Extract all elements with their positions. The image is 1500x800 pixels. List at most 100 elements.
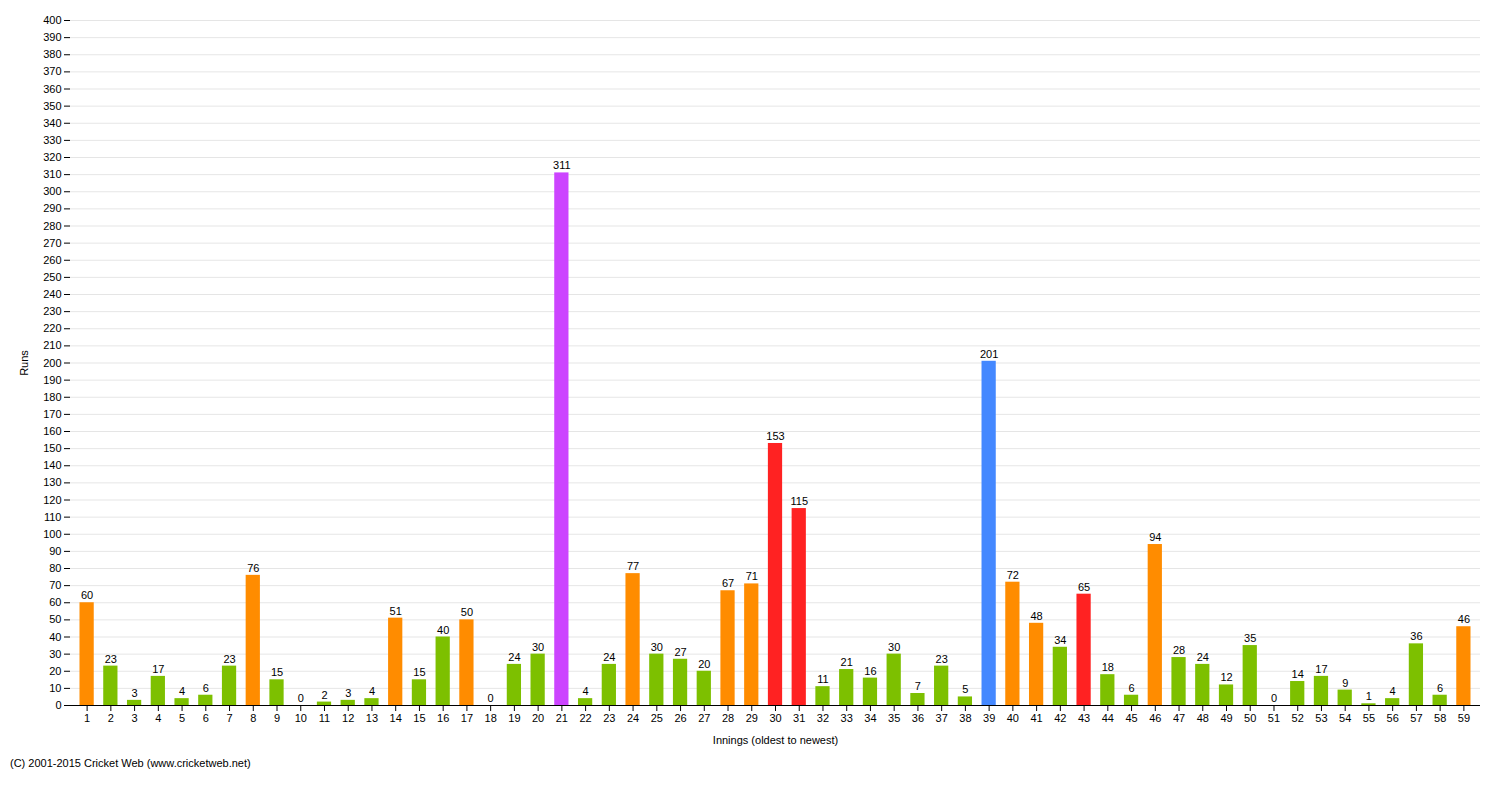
svg-text:280: 280 — [43, 220, 61, 232]
svg-text:43: 43 — [1078, 712, 1090, 724]
svg-text:17: 17 — [461, 712, 473, 724]
svg-text:40: 40 — [1007, 712, 1019, 724]
svg-text:160: 160 — [43, 425, 61, 437]
svg-text:25: 25 — [651, 712, 663, 724]
svg-text:6: 6 — [1437, 682, 1443, 694]
svg-text:51: 51 — [1268, 712, 1280, 724]
svg-text:59: 59 — [1458, 712, 1470, 724]
svg-text:45: 45 — [1125, 712, 1137, 724]
svg-text:0: 0 — [55, 699, 61, 711]
svg-text:28: 28 — [1173, 644, 1185, 656]
svg-text:72: 72 — [1007, 569, 1019, 581]
svg-text:39: 39 — [983, 712, 995, 724]
svg-text:2: 2 — [321, 689, 327, 701]
svg-text:60: 60 — [81, 589, 93, 601]
svg-text:0: 0 — [1271, 692, 1277, 704]
svg-text:38: 38 — [959, 712, 971, 724]
svg-text:30: 30 — [651, 641, 663, 653]
svg-text:14: 14 — [1292, 668, 1304, 680]
svg-text:47: 47 — [1173, 712, 1185, 724]
svg-text:230: 230 — [43, 305, 61, 317]
svg-text:380: 380 — [43, 48, 61, 60]
svg-text:16: 16 — [437, 712, 449, 724]
svg-text:1: 1 — [84, 712, 90, 724]
svg-text:Innings (oldest to newest): Innings (oldest to newest) — [713, 734, 838, 746]
svg-text:240: 240 — [43, 288, 61, 300]
svg-text:12: 12 — [342, 712, 354, 724]
svg-text:77: 77 — [627, 560, 639, 572]
svg-text:15: 15 — [413, 712, 425, 724]
svg-text:10: 10 — [295, 712, 307, 724]
svg-text:3: 3 — [132, 687, 138, 699]
svg-text:35: 35 — [888, 712, 900, 724]
svg-text:400: 400 — [43, 14, 61, 26]
svg-text:310: 310 — [43, 168, 61, 180]
svg-text:340: 340 — [43, 117, 61, 129]
svg-text:30: 30 — [532, 641, 544, 653]
svg-text:4: 4 — [155, 712, 161, 724]
svg-text:13: 13 — [366, 712, 378, 724]
svg-text:49: 49 — [1220, 712, 1232, 724]
svg-text:40: 40 — [49, 631, 61, 643]
svg-text:46: 46 — [1149, 712, 1161, 724]
svg-text:37: 37 — [936, 712, 948, 724]
svg-text:4: 4 — [1390, 685, 1396, 697]
svg-text:30: 30 — [769, 712, 781, 724]
svg-text:4: 4 — [369, 685, 375, 697]
svg-text:54: 54 — [1339, 712, 1351, 724]
svg-text:10: 10 — [49, 682, 61, 694]
svg-text:120: 120 — [43, 494, 61, 506]
svg-text:36: 36 — [912, 712, 924, 724]
svg-text:17: 17 — [152, 663, 164, 675]
svg-text:3: 3 — [132, 712, 138, 724]
svg-text:6: 6 — [1128, 682, 1134, 694]
svg-text:100: 100 — [43, 528, 61, 540]
svg-text:52: 52 — [1292, 712, 1304, 724]
svg-text:3: 3 — [345, 687, 351, 699]
svg-text:24: 24 — [508, 651, 520, 663]
svg-text:26: 26 — [674, 712, 686, 724]
svg-text:12: 12 — [1220, 671, 1232, 683]
svg-text:6: 6 — [203, 712, 209, 724]
svg-text:23: 23 — [105, 653, 117, 665]
svg-text:23: 23 — [936, 653, 948, 665]
svg-text:22: 22 — [579, 712, 591, 724]
svg-text:23: 23 — [223, 653, 235, 665]
svg-text:4: 4 — [583, 685, 589, 697]
svg-text:270: 270 — [43, 237, 61, 249]
svg-text:180: 180 — [43, 391, 61, 403]
svg-text:311: 311 — [553, 159, 571, 171]
svg-text:201: 201 — [980, 348, 998, 360]
svg-text:27: 27 — [674, 646, 686, 658]
svg-text:40: 40 — [437, 624, 449, 636]
svg-text:110: 110 — [44, 511, 62, 523]
svg-text:6: 6 — [203, 682, 209, 694]
svg-text:Runs: Runs — [18, 350, 30, 376]
svg-text:360: 360 — [43, 83, 61, 95]
svg-text:94: 94 — [1149, 531, 1161, 543]
svg-text:370: 370 — [43, 65, 61, 77]
svg-text:19: 19 — [508, 712, 520, 724]
svg-text:24: 24 — [627, 712, 639, 724]
svg-text:30: 30 — [888, 641, 900, 653]
svg-text:65: 65 — [1078, 581, 1090, 593]
svg-text:11: 11 — [817, 673, 828, 685]
svg-text:1: 1 — [1366, 690, 1372, 702]
svg-text:153: 153 — [766, 430, 784, 442]
svg-text:36: 36 — [1410, 630, 1422, 642]
svg-text:20: 20 — [532, 712, 544, 724]
svg-text:15: 15 — [413, 666, 425, 678]
svg-text:90: 90 — [49, 545, 61, 557]
svg-text:220: 220 — [43, 322, 61, 334]
svg-text:71: 71 — [746, 570, 758, 582]
svg-text:4: 4 — [179, 685, 185, 697]
svg-text:58: 58 — [1434, 712, 1446, 724]
svg-text:50: 50 — [461, 606, 473, 618]
svg-text:290: 290 — [43, 202, 61, 214]
svg-text:150: 150 — [43, 442, 61, 454]
svg-text:20: 20 — [49, 665, 61, 677]
svg-text:0: 0 — [488, 692, 494, 704]
svg-text:140: 140 — [43, 459, 61, 471]
svg-text:50: 50 — [1244, 712, 1256, 724]
svg-text:5: 5 — [962, 683, 968, 695]
